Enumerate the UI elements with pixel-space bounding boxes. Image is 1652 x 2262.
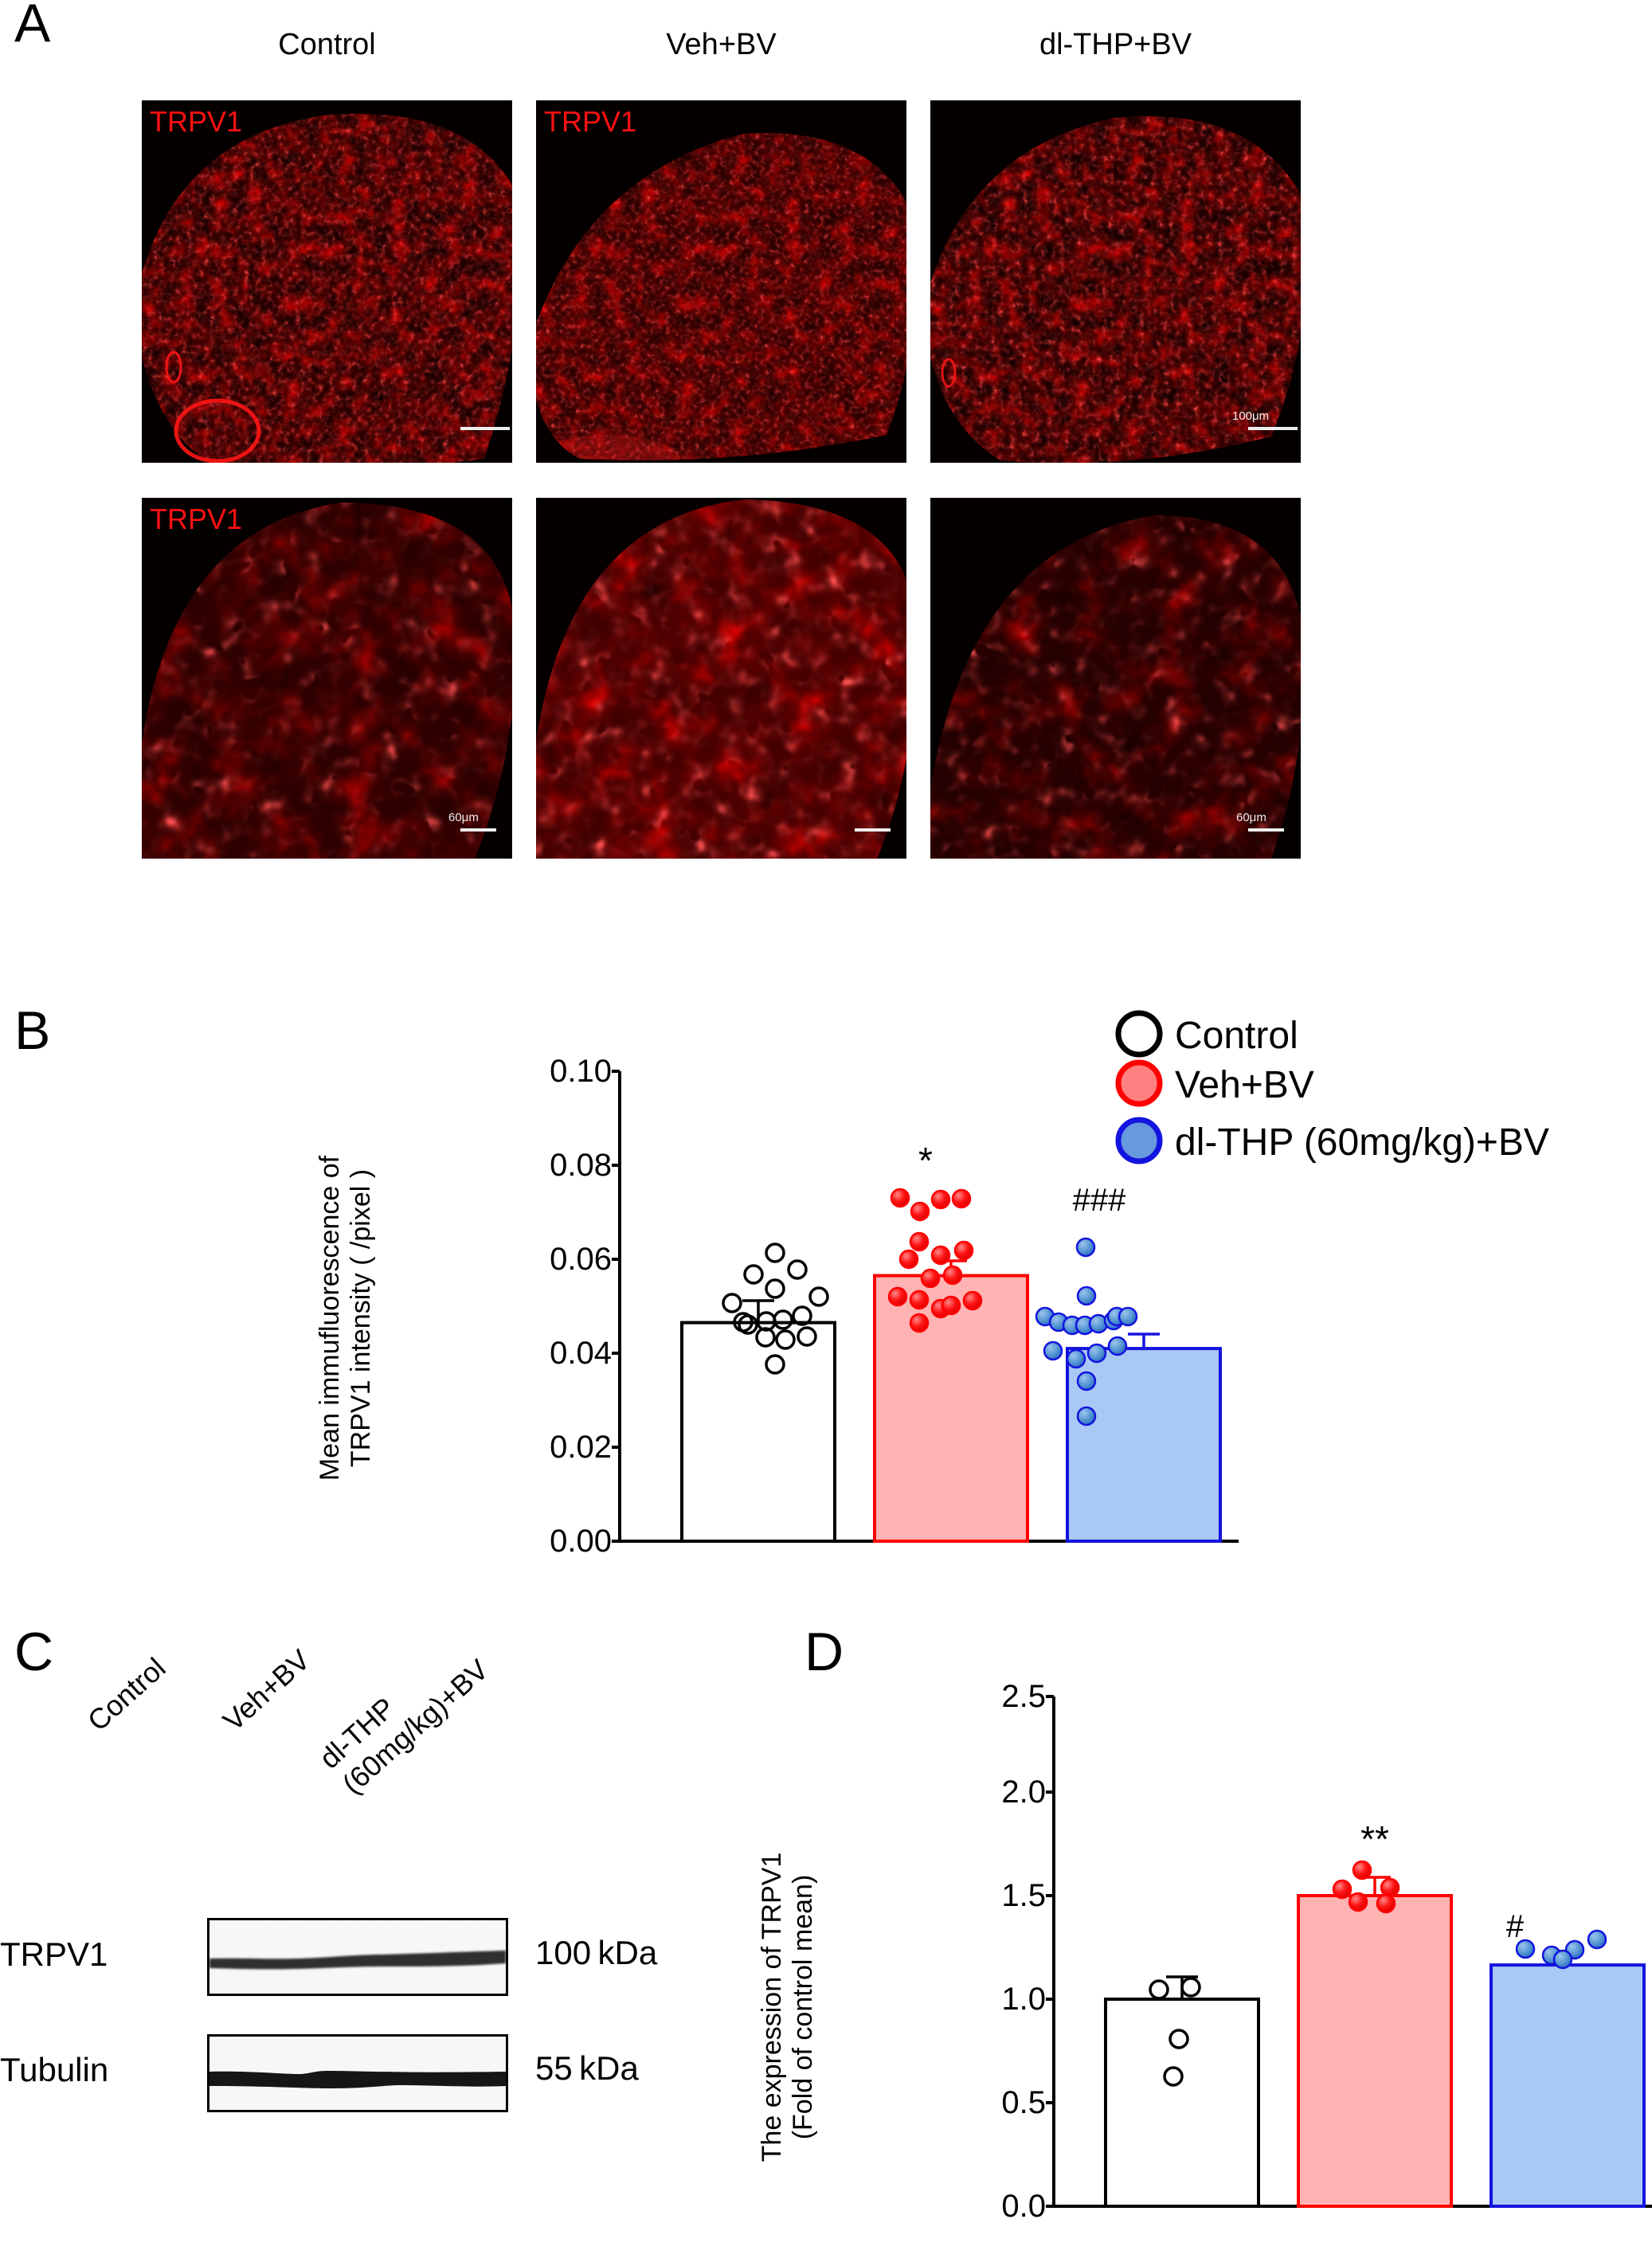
svg-text:#: #	[1506, 1909, 1525, 1944]
svg-text:Control: Control	[1175, 1015, 1298, 1057]
svg-text:0.02: 0.02	[550, 1430, 612, 1465]
svg-text:0.04: 0.04	[550, 1336, 612, 1371]
svg-text:Veh+BV: Veh+BV	[1175, 1064, 1314, 1106]
svg-text:1.5: 1.5	[1001, 1878, 1046, 1913]
svg-text:**: **	[1360, 1818, 1389, 1860]
svg-text:2.0: 2.0	[1001, 1775, 1046, 1810]
svg-text:0.0: 0.0	[1001, 2189, 1046, 2224]
svg-text:0.5: 0.5	[1001, 2085, 1046, 2120]
svg-text:0.06: 0.06	[550, 1242, 612, 1277]
svg-text:0.00: 0.00	[550, 1524, 612, 1559]
svg-text:0.10: 0.10	[550, 1054, 612, 1089]
svg-text:2.5: 2.5	[1001, 1679, 1046, 1714]
svg-text:dl-THP (60mg/kg)+BV: dl-THP (60mg/kg)+BV	[1175, 1121, 1549, 1164]
svg-text:0.08: 0.08	[550, 1148, 612, 1183]
svg-text:*: *	[918, 1140, 933, 1181]
svg-text:1.0: 1.0	[1001, 1982, 1046, 2017]
